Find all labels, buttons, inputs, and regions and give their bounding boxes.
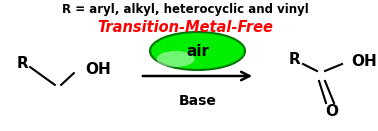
Text: Base: Base [178,94,217,108]
Text: OH: OH [351,53,377,69]
Text: OH: OH [85,61,111,77]
Text: R: R [289,51,301,67]
Ellipse shape [156,51,195,67]
Text: Transition-Metal-Free: Transition-Metal-Free [97,20,273,36]
Text: R: R [16,56,28,70]
Text: O: O [325,103,339,119]
Text: R = aryl, alkyl, heterocyclic and vinyl: R = aryl, alkyl, heterocyclic and vinyl [62,2,308,15]
Text: air: air [186,43,209,59]
Ellipse shape [150,32,245,70]
